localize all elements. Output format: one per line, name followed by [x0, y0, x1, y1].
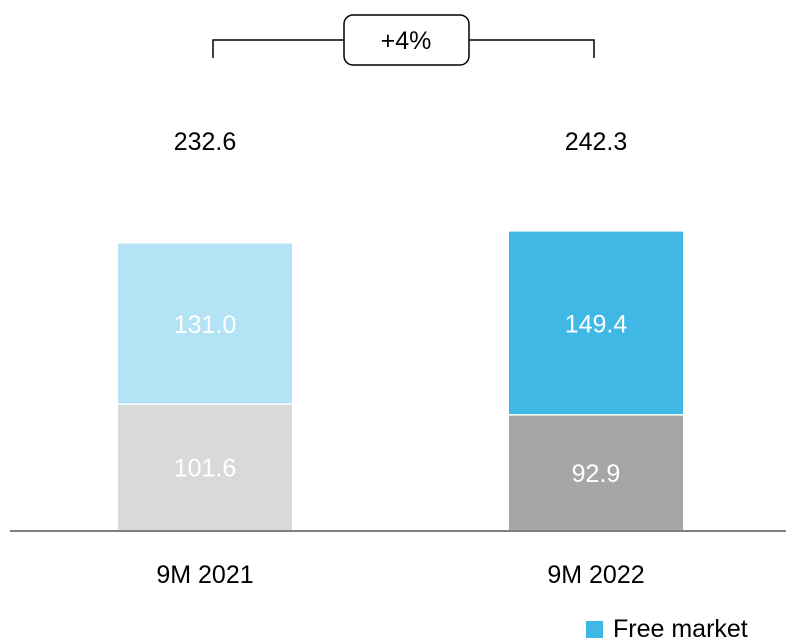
bar-segment-base-1	[118, 404, 292, 530]
value-label-free-market-1: 131.0	[174, 311, 237, 339]
legend-label-free-market: Free market	[613, 615, 748, 643]
value-label-base-2: 92.9	[572, 460, 621, 488]
bar-segment-base-2	[509, 415, 683, 530]
category-label-2: 9M 2022	[547, 561, 644, 589]
value-label-free-market-2: 149.4	[565, 311, 628, 339]
growth-box	[343, 14, 470, 66]
growth-bracket-left	[212, 39, 344, 58]
value-label-base-1: 101.6	[174, 454, 237, 482]
category-label-1: 9M 2021	[156, 561, 253, 589]
bar-segment-free-market-2	[509, 231, 683, 415]
legend: Free market	[586, 617, 748, 642]
growth-bracket-right	[469, 39, 595, 58]
total-label-1: 232.6	[174, 128, 237, 156]
stacked-bar-chart: 101.6 131.0 232.6 9M 2021 92.9 149.4 242.3 9M 2…	[10, 14, 786, 589]
bar-segment-free-market-1	[118, 243, 292, 404]
legend-swatch-free-market	[586, 621, 603, 638]
total-label-2: 242.3	[565, 128, 628, 156]
growth-label: +4%	[381, 27, 432, 55]
